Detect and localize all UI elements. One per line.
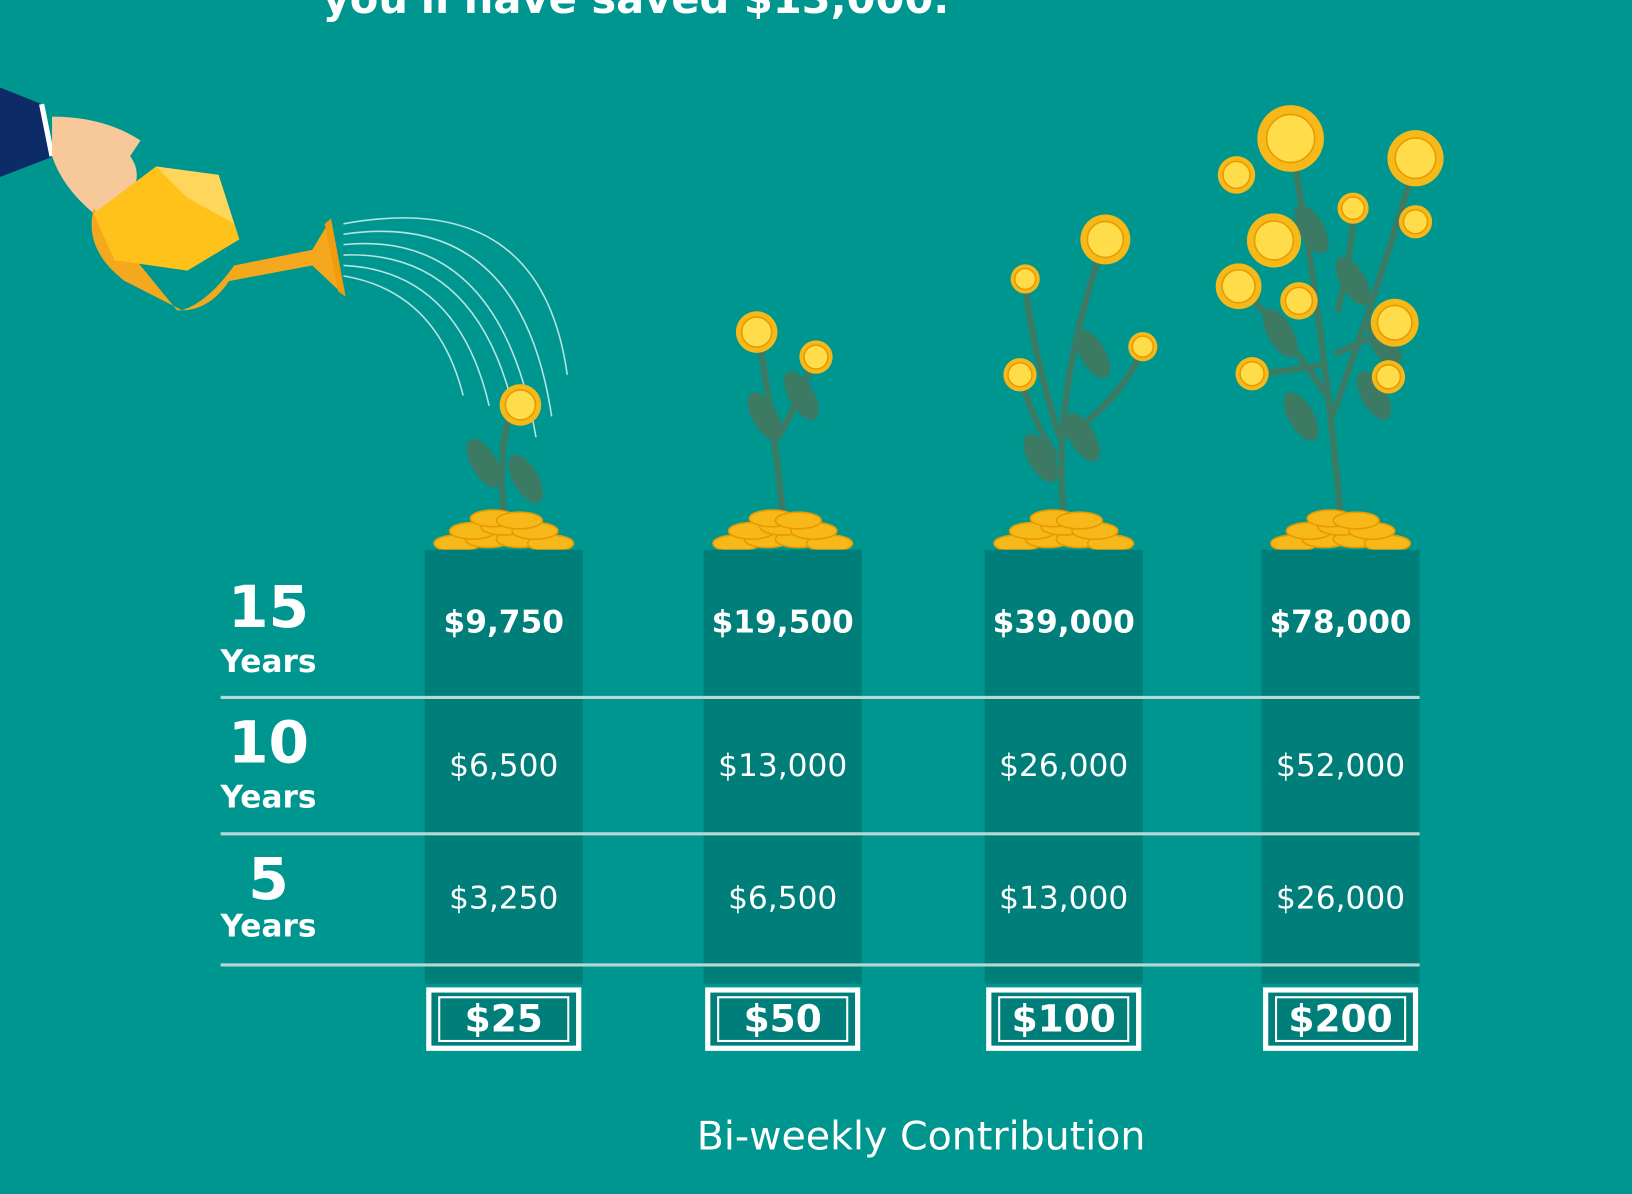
column-header: $100 xyxy=(1012,997,1116,1041)
cell-value: $3,250 xyxy=(449,880,558,916)
coin-face xyxy=(1008,363,1032,387)
coin-pile xyxy=(496,512,542,529)
row-unit: Years xyxy=(220,644,317,680)
coin-face xyxy=(1404,210,1428,234)
title: you'll have saved $13,000. xyxy=(323,0,950,23)
coin-face xyxy=(1285,287,1312,314)
coin-face xyxy=(1377,305,1411,339)
coin-face xyxy=(1395,138,1435,178)
column-header: $50 xyxy=(744,997,822,1041)
coin-face xyxy=(1087,221,1123,257)
cell-value: $6,500 xyxy=(449,748,558,784)
column-header: $200 xyxy=(1288,997,1392,1041)
cell-value: $52,000 xyxy=(1276,748,1405,784)
coin-face xyxy=(1254,221,1293,260)
coin-pile xyxy=(1056,512,1102,529)
row-unit: Years xyxy=(220,909,317,945)
coin-face xyxy=(742,317,772,347)
infographic: you'll have saved $13,000. 15Years$9,750… xyxy=(0,0,1632,1194)
coin-pile xyxy=(775,512,821,529)
column-header: $25 xyxy=(465,997,543,1041)
row-number: 5 xyxy=(248,845,289,913)
page: you'll have saved $13,000. 15Years$9,750… xyxy=(0,0,1632,1194)
coin-face xyxy=(1240,362,1264,386)
coin-face xyxy=(1132,336,1153,357)
coin-face xyxy=(1015,268,1036,289)
coin-face xyxy=(1342,197,1364,219)
coin-pile xyxy=(1333,512,1379,529)
cell-value: $13,000 xyxy=(999,880,1128,916)
cell-value: $6,500 xyxy=(728,880,837,916)
row-unit: Years xyxy=(220,779,317,815)
cell-value: $13,000 xyxy=(718,748,847,784)
cell-value: $9,750 xyxy=(444,605,564,641)
coin-face xyxy=(1222,270,1255,303)
coin-face xyxy=(1223,161,1250,188)
coin-face xyxy=(1376,365,1400,389)
coin-face xyxy=(1267,114,1315,162)
cell-value: $26,000 xyxy=(1276,880,1405,916)
cell-value: $78,000 xyxy=(1269,605,1411,641)
coin-face xyxy=(804,345,828,369)
footer-label: Bi-weekly Contribution xyxy=(697,1113,1146,1159)
cell-value: $26,000 xyxy=(999,748,1128,784)
coin-face xyxy=(505,390,535,420)
cell-value: $19,500 xyxy=(712,605,854,641)
cell-value: $39,000 xyxy=(993,605,1135,641)
row-number: 10 xyxy=(228,708,309,776)
row-number: 15 xyxy=(228,573,309,641)
